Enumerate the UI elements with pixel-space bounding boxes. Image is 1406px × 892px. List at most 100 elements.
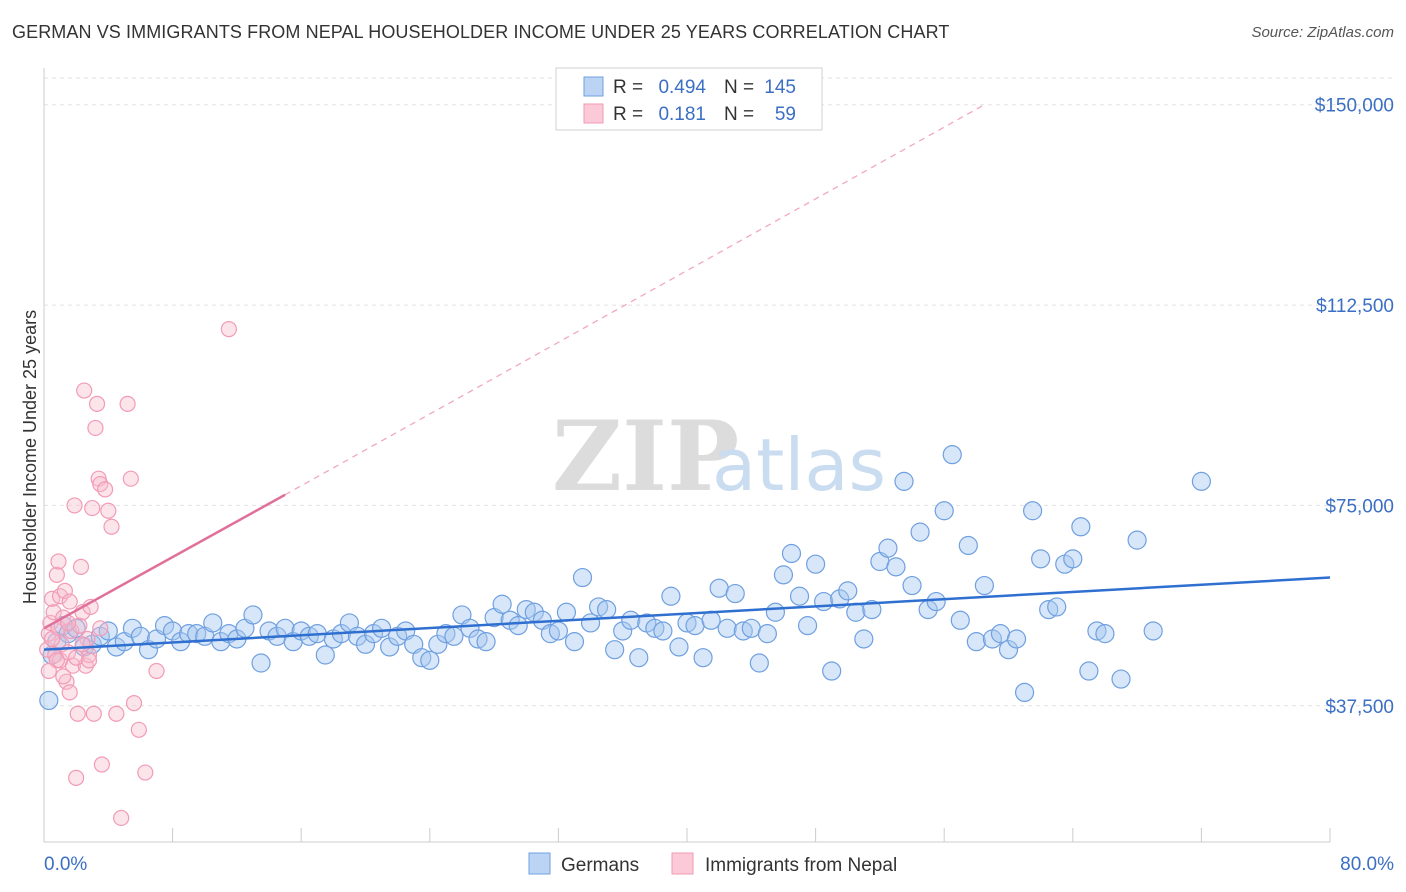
germans-point-90: [749, 653, 769, 673]
x-tick-label-right: 80.0%: [1340, 854, 1394, 875]
series-nepal-points: [39, 321, 237, 827]
germans-point-100: [830, 589, 850, 609]
legend-swatch-nepal: [583, 103, 604, 124]
germans-point-123: [1014, 682, 1035, 703]
nepal-point-45: [137, 764, 154, 781]
germans-point-58: [492, 594, 512, 614]
germans-point-102: [846, 602, 866, 622]
germans-point-74: [621, 610, 641, 630]
germans-point-66: [556, 602, 577, 622]
nepal-point-40: [113, 809, 130, 827]
nepal-point-31: [87, 419, 104, 437]
germans-point-94: [781, 543, 802, 564]
nepal-point-17: [64, 657, 82, 674]
germans-point-56: [476, 632, 496, 652]
germans-point-113: [934, 501, 954, 521]
germans-point-121: [998, 640, 1019, 660]
nepal-point-35: [93, 756, 110, 773]
nepal-point-19: [68, 769, 85, 786]
germans-point-131: [1079, 661, 1099, 681]
germans-point-122: [1006, 629, 1027, 649]
germans-point-115: [950, 610, 970, 630]
nepal-point-42: [122, 470, 139, 487]
germans-point-97: [805, 554, 826, 574]
germans-point-95: [789, 586, 810, 606]
y-tick-label-1: $75,000: [1325, 496, 1394, 517]
germans-point-129: [1063, 549, 1083, 569]
legend-n-value-1: 59: [775, 104, 796, 125]
nepal-point-37: [100, 502, 117, 519]
legend-top: R = 0.494 N = 145 R = 0.181 N = 59: [555, 67, 823, 131]
germans-point-80: [669, 637, 689, 657]
nepal-point-36: [96, 481, 114, 498]
germans-point-17: [163, 621, 183, 641]
legend-bottom: Germans Immigrants from Nepal: [528, 852, 897, 876]
legend-bottom-label-germans: Germans: [561, 855, 639, 876]
nepal-point-54: [40, 662, 57, 680]
germans-point-49: [420, 650, 440, 670]
trend-extension: [284, 104, 985, 496]
germans-point-0: [39, 690, 59, 711]
nepal-point-58: [92, 620, 109, 637]
nepal-point-20: [69, 705, 86, 722]
germans-point-93: [773, 565, 794, 585]
germans-point-23: [211, 632, 231, 652]
germans-point-36: [315, 645, 335, 665]
trend-line-nepal-extended: [284, 104, 985, 496]
germans-point-96: [797, 616, 818, 636]
legend-n-value-0: 145: [764, 77, 796, 98]
germans-point-134: [1111, 669, 1131, 689]
germans-point-69: [580, 613, 601, 633]
nepal-point-32: [88, 395, 106, 413]
chart-title: GERMAN VS IMMIGRANTS FROM NEPAL HOUSEHOL…: [12, 22, 950, 42]
x-tick-label-left: 0.0%: [44, 854, 87, 875]
germans-point-108: [894, 471, 914, 491]
germans-point-82: [685, 616, 705, 636]
germans-point-71: [597, 599, 617, 620]
nepal-point-51: [61, 593, 78, 610]
germans-point-127: [1047, 597, 1067, 617]
legend-r-value-0: 0.494: [658, 77, 706, 98]
legend-n-label-1: N =: [724, 104, 754, 125]
legend-swatch-germans: [583, 76, 604, 97]
germans-point-133: [1095, 624, 1115, 644]
germans-point-22: [203, 613, 223, 633]
germans-point-89: [741, 618, 761, 638]
nepal-point-30: [85, 705, 102, 722]
germans-point-41: [355, 634, 376, 654]
germans-point-79: [661, 586, 681, 606]
germans-point-60: [508, 616, 528, 636]
nepal-point-39: [108, 705, 125, 722]
germans-point-73: [613, 621, 633, 641]
series-germans-points: [39, 445, 1212, 711]
legend-r-label-1: R =: [613, 104, 643, 125]
germans-point-84: [701, 610, 721, 630]
legend-bottom-swatch-nepal: [671, 852, 694, 875]
y-tick-labels: $37,500 $75,000 $112,500 $150,000: [1315, 96, 1394, 718]
trend-line-nepal: [43, 493, 286, 630]
germans-point-136: [1143, 621, 1163, 641]
germans-point-116: [958, 535, 978, 556]
nepal-point-52: [68, 649, 85, 666]
germans-point-28: [251, 653, 271, 673]
legend-n-label-0: N =: [724, 77, 754, 98]
nepal-point-41: [119, 395, 136, 413]
germans-point-54: [460, 618, 480, 638]
germans-point-103: [854, 629, 874, 649]
trend-line-germans: [43, 576, 1331, 651]
germans-point-85: [709, 578, 729, 598]
nepal-point-16: [63, 622, 80, 640]
germans-point-83: [693, 648, 713, 668]
germans-point-117: [966, 632, 986, 652]
axes: [43, 68, 1331, 843]
nepal-point-22: [72, 558, 90, 575]
nepal-point-49: [48, 652, 65, 669]
nepal-point-15: [61, 684, 78, 701]
legend-r-label-0: R =: [613, 77, 643, 98]
germans-point-86: [717, 618, 737, 638]
germans-point-72: [605, 640, 625, 660]
nepal-point-44: [130, 721, 147, 738]
y-axis-label: Householder Income Under 25 years: [20, 310, 40, 604]
germans-point-106: [878, 538, 898, 558]
